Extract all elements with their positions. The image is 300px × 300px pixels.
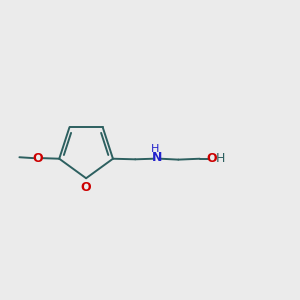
Text: H: H [151,144,159,154]
Text: H: H [216,152,225,165]
Text: O: O [32,152,43,165]
Text: O: O [81,181,92,194]
Text: O: O [206,152,217,165]
Text: N: N [152,151,162,164]
